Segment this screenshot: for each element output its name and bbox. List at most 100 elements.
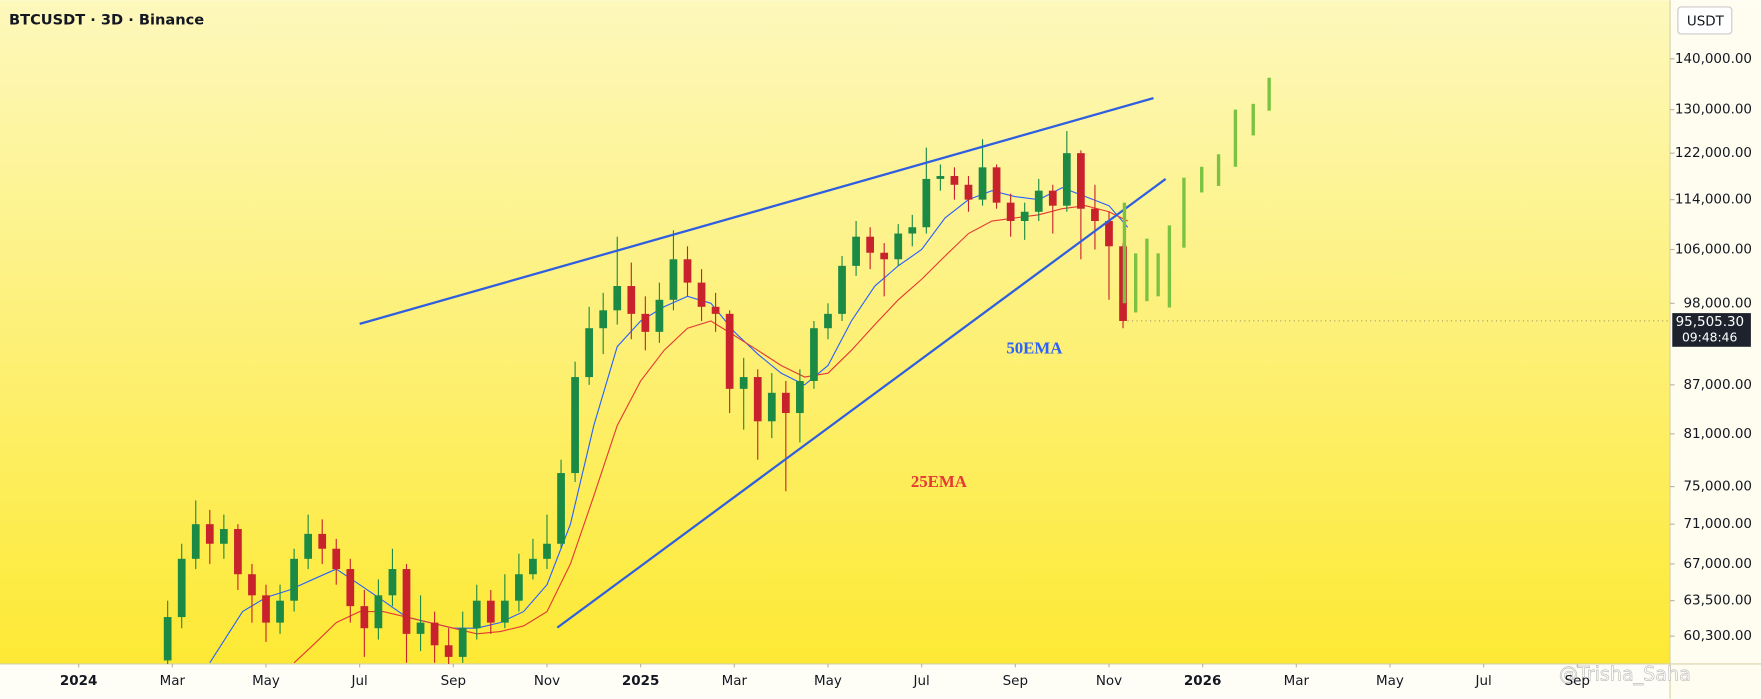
candle-body	[627, 286, 636, 314]
x-tick-label: Mar	[160, 673, 186, 689]
candle-body	[1105, 221, 1113, 247]
candle-body	[557, 473, 565, 544]
candle-body	[374, 595, 383, 629]
x-tick-label: Mar	[722, 673, 748, 689]
y-tick-label: 98,000.00	[1683, 295, 1752, 311]
candle-body	[1034, 190, 1043, 212]
candle-body	[318, 533, 327, 549]
candle-body	[276, 600, 284, 623]
y-tick-label: 87,000.00	[1683, 377, 1752, 393]
candle-body	[796, 380, 804, 414]
candle-body	[472, 600, 481, 629]
y-tick-label: 114,000.00	[1675, 192, 1752, 208]
candle-body	[725, 313, 734, 389]
candle-body	[964, 184, 973, 200]
candle-body	[248, 574, 256, 596]
candle-body	[346, 569, 355, 607]
candle-body	[824, 313, 832, 329]
x-tick-label: May	[814, 673, 842, 689]
candle-body	[810, 328, 818, 381]
candle-body	[205, 524, 214, 544]
x-tick-label: Mar	[1284, 673, 1310, 689]
y-tick-label: 122,000.00	[1675, 145, 1752, 161]
candle-body	[992, 167, 1001, 203]
candle-body	[529, 558, 537, 575]
last-price-box	[1672, 313, 1751, 347]
candle-body	[711, 306, 720, 314]
candle-body	[767, 392, 776, 422]
candle-body	[1020, 211, 1029, 222]
candle-body	[515, 574, 523, 601]
x-tick-label: 2025	[622, 673, 660, 689]
trendline	[359, 97, 1154, 325]
candle-body	[571, 377, 579, 474]
x-tick-label: 2026	[1184, 673, 1222, 689]
candle-body	[950, 176, 959, 185]
candle-body	[683, 259, 692, 283]
x-tick-label: Jul	[913, 673, 930, 689]
candle-body	[613, 286, 622, 311]
x-tick-label: Nov	[534, 673, 560, 689]
candle-body	[599, 310, 608, 329]
candle-body	[585, 328, 594, 378]
x-tick-label: Jul	[1475, 673, 1492, 689]
candle-body	[838, 265, 846, 314]
candle-body	[1091, 208, 1099, 222]
ema-annotation: 50EMA	[1006, 338, 1063, 357]
last-price-label: 95,505.30	[1676, 314, 1745, 330]
candle-body	[388, 569, 397, 596]
x-tick-label: 2024	[60, 673, 98, 689]
x-tick-label: Sep	[1565, 673, 1590, 689]
candle-body	[191, 524, 200, 559]
candle-body	[1077, 153, 1085, 209]
chart-title: BTCUSDT · 3D · Binance	[9, 11, 204, 28]
candle-body	[219, 529, 228, 544]
candle-body	[1062, 153, 1071, 206]
currency-box	[1677, 6, 1733, 35]
plot-background	[0, 0, 1671, 664]
y-tick-label: 140,000.00	[1675, 51, 1752, 67]
candle-body	[922, 178, 931, 228]
candle-body	[866, 236, 875, 253]
x-tick-label: May	[252, 673, 280, 689]
candle-body	[486, 600, 495, 623]
x-tick-label: Nov	[1096, 673, 1122, 689]
candle-body	[360, 606, 369, 629]
candle-body	[1006, 202, 1015, 222]
candle-body	[781, 392, 790, 414]
candle-body	[458, 628, 467, 657]
time-axis-background	[0, 663, 1671, 699]
candle-body	[894, 233, 903, 260]
marks: 50EMA 25EMA	[163, 77, 1671, 664]
y-tick-label: 63,500.00	[1683, 593, 1752, 609]
candle-body	[416, 622, 425, 634]
candle-body	[500, 600, 509, 623]
y-tick-label: 81,000.00	[1683, 426, 1752, 442]
candle-body	[908, 227, 917, 234]
candle-body	[655, 299, 664, 332]
candle-body	[978, 167, 987, 200]
y-tick-label: 75,000.00	[1683, 479, 1752, 495]
candle-body	[163, 617, 172, 661]
price-axis-background	[1670, 0, 1761, 699]
y-tick-label: 71,000.00	[1683, 516, 1752, 532]
candle-body	[304, 533, 313, 559]
x-tick-label: May	[1376, 673, 1404, 689]
candle-body	[936, 176, 945, 179]
ema-line	[293, 205, 1128, 664]
x-tick-label: Jul	[351, 673, 368, 689]
y-tick-label: 60,300.00	[1683, 628, 1752, 644]
y-tick-label: 106,000.00	[1675, 242, 1752, 258]
x-tick-label: Sep	[441, 673, 466, 689]
candle-body	[332, 548, 341, 570]
candle-body	[1048, 190, 1057, 206]
candle-body	[880, 252, 889, 260]
trendline	[556, 178, 1167, 629]
x-tick-label: Sep	[1003, 673, 1028, 689]
candle-body	[852, 236, 860, 266]
candle-body	[177, 558, 186, 618]
countdown: 09:48:46	[1682, 330, 1738, 344]
candle-body	[444, 645, 453, 657]
